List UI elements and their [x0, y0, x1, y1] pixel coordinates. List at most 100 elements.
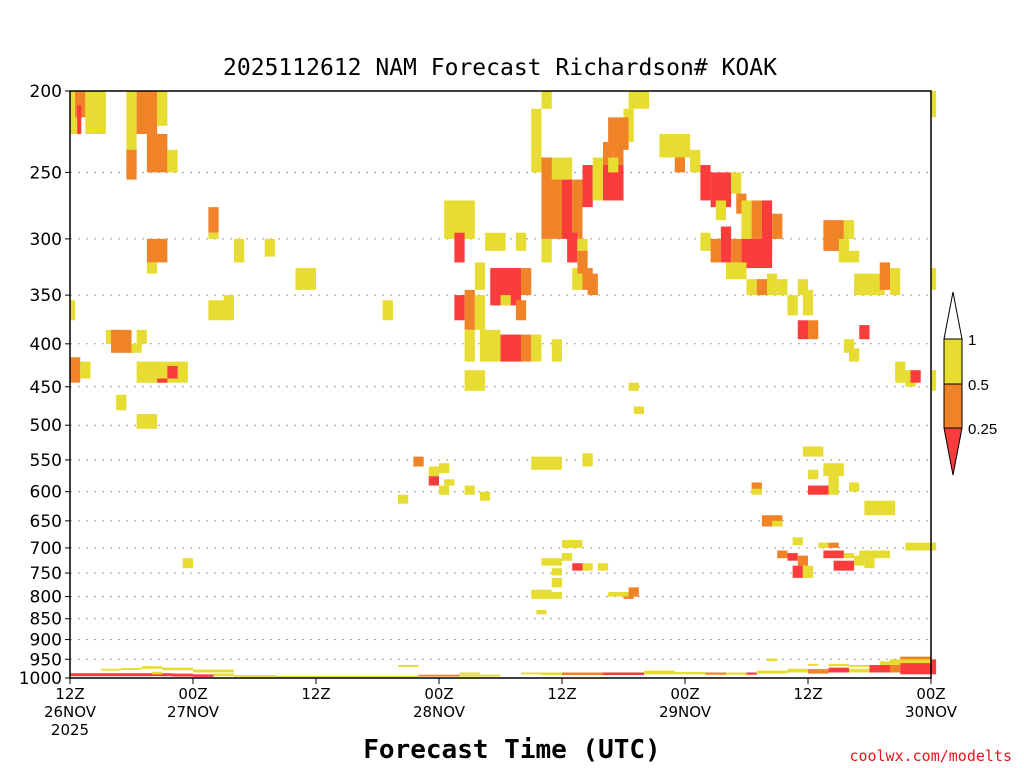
ri-cell — [444, 479, 455, 486]
ri-cell — [515, 232, 527, 251]
x-tick-label: 26NOV — [44, 703, 97, 721]
ri-cell — [823, 550, 844, 559]
ri-cell — [521, 672, 542, 675]
ri-cell — [541, 91, 552, 109]
ri-cell — [562, 672, 603, 676]
x-tick-label: 00Z — [916, 685, 945, 703]
ri-cell — [864, 558, 875, 569]
ri-cell — [428, 476, 439, 486]
y-tick-label: 950 — [30, 650, 62, 670]
ri-cell — [531, 589, 552, 599]
x-tick-label: 28NOV — [413, 703, 466, 721]
ri-cell — [136, 91, 158, 134]
ri-cell — [480, 491, 491, 501]
ri-cell — [521, 268, 532, 296]
ri-cell — [234, 675, 275, 677]
ri-cell — [700, 232, 711, 251]
ri-cell — [316, 675, 419, 678]
ri-cell — [100, 668, 122, 671]
ri-cell — [582, 563, 593, 571]
ri-cell — [413, 456, 424, 467]
ri-cell — [905, 542, 926, 551]
y-tick-label: 600 — [30, 483, 62, 503]
ri-cell — [823, 463, 844, 477]
y-axis: 200 250 300 350 400 450 500 550 600 650 700 750 8008… — [19, 82, 70, 689]
ri-cell — [731, 238, 742, 263]
ri-cell — [633, 406, 644, 415]
ri-cell — [587, 273, 598, 296]
ri-cell — [515, 300, 527, 321]
chart-title: 2025112612 NAM Forecast Richardson# KOAK — [223, 55, 777, 81]
y-tick-label: 300 — [30, 230, 62, 250]
ri-cell — [777, 550, 788, 559]
ri-cell — [705, 672, 726, 675]
y-tick-label: 200 — [30, 82, 62, 102]
ri-cell — [767, 658, 778, 662]
y-tick-label: 850 — [30, 610, 62, 630]
ri-cell — [562, 553, 573, 561]
ri-cell — [208, 207, 219, 233]
ri-cell — [264, 238, 275, 257]
ri-cell — [418, 674, 460, 677]
ri-cell — [77, 105, 82, 134]
y-tick-label: 800 — [30, 588, 62, 608]
x-tick-label: 27NOV — [167, 703, 220, 721]
ri-cell — [838, 238, 849, 263]
ri-cell — [480, 329, 501, 362]
ri-cell — [608, 157, 619, 173]
ri-cell — [843, 339, 855, 353]
ri-cell — [141, 666, 163, 669]
ri-cell — [80, 361, 91, 379]
ri-cell — [767, 273, 778, 296]
ri-cell — [854, 555, 865, 566]
ri-cell — [541, 558, 562, 566]
ri-cell — [597, 563, 609, 571]
ri-cell — [797, 555, 808, 566]
ri-cell — [787, 553, 798, 561]
ri-cell — [751, 200, 762, 239]
ri-cell — [690, 149, 701, 173]
ri-cell — [167, 149, 178, 173]
ri-cell — [628, 382, 639, 391]
ri-cell — [295, 268, 316, 290]
ri-cell — [808, 485, 829, 495]
ri-cell — [787, 668, 808, 673]
ri-cell — [157, 378, 168, 383]
ri-cell — [802, 289, 814, 316]
ri-cell — [659, 133, 691, 158]
ri-cell — [459, 674, 501, 677]
ri-cell — [628, 91, 639, 109]
ri-cell — [551, 577, 562, 588]
ri-cell — [859, 550, 890, 559]
ri-cell — [75, 91, 86, 118]
legend-label: 0.25 — [968, 421, 997, 438]
ri-cell — [890, 663, 901, 673]
y-tick-label: 250 — [30, 163, 62, 183]
ri-cell — [849, 668, 870, 673]
ri-cell — [802, 446, 824, 457]
ri-cell — [674, 672, 706, 675]
ri-cell — [70, 673, 173, 677]
ri-cell — [710, 238, 721, 263]
ri-cell — [828, 472, 839, 486]
ri-cell — [131, 343, 142, 353]
x-tick-label: 12Z — [793, 685, 822, 703]
y-tick-label: 350 — [30, 286, 62, 306]
ri-cell — [85, 91, 96, 134]
ri-cell — [152, 671, 163, 675]
ri-cell — [746, 279, 757, 296]
ri-cell — [761, 200, 773, 251]
ri-cell — [439, 485, 450, 495]
legend-swatch — [943, 338, 963, 385]
ri-cell — [592, 157, 603, 201]
ri-cell — [792, 537, 803, 546]
ri-cell — [474, 262, 486, 290]
ri-cell — [849, 482, 860, 492]
ri-cell — [756, 279, 767, 296]
ri-cell — [849, 665, 870, 667]
ri-cell — [70, 300, 76, 321]
x-tick-label: 00Z — [424, 685, 453, 703]
ri-cell — [382, 300, 393, 321]
